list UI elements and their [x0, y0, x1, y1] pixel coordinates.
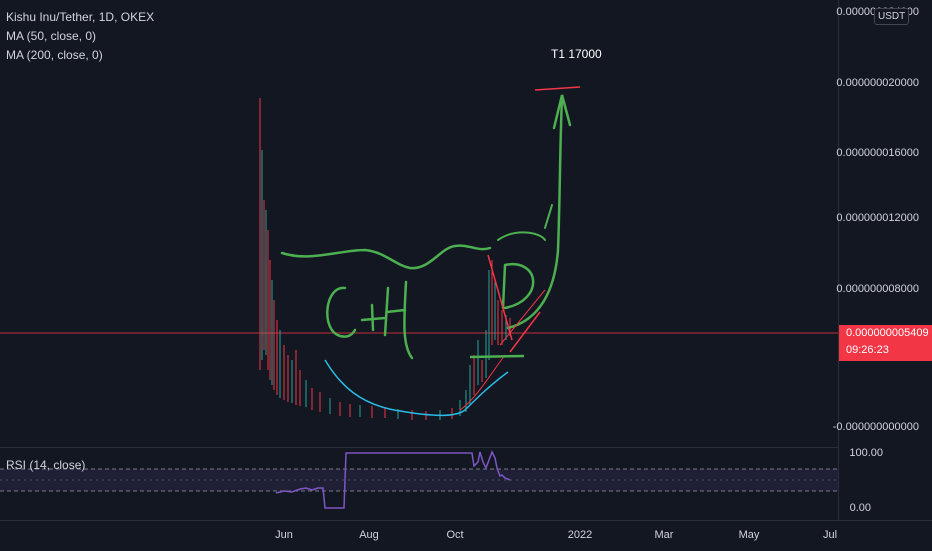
ma200-legend[interactable]: MA (200, close, 0): [6, 48, 103, 62]
rsi-line: [275, 450, 511, 509]
time-axis[interactable]: Jun Aug Oct 2022 Mar May Jul: [0, 520, 932, 551]
time-tick: Mar: [654, 529, 674, 541]
target-line: [534, 86, 581, 91]
bar-countdown: 09:26:23: [846, 344, 889, 356]
chart-legend: Kishu Inu/Tether, 1D, OKEX MA (50, close…: [6, 8, 154, 65]
handle-line-drawing: [280, 244, 492, 270]
letter-h-drawing: [383, 280, 414, 360]
price-tick: 0.000000012000: [836, 212, 919, 224]
letter-d-drawing: [501, 262, 535, 310]
price-axis[interactable]: 0.000000024000 0.000000020000 0.00000001…: [833, 0, 932, 447]
rsi-axis[interactable]: 100.00 0.00: [838, 447, 932, 520]
last-price-value: 0.000000005409: [846, 327, 929, 339]
rsi-tick: 100.00: [849, 447, 883, 459]
time-tick: Jul: [822, 529, 838, 541]
breakout-line: [469, 354, 525, 359]
arc-drawing: [497, 231, 546, 241]
trendline-red-2: [509, 311, 541, 353]
time-tick: May: [738, 529, 760, 541]
rsi-legend[interactable]: RSI (14, close): [6, 458, 86, 472]
ma50-line: [459, 354, 506, 411]
candles: [259, 98, 511, 420]
plus-drawing: [360, 303, 387, 332]
arrow-head-drawing: [552, 94, 572, 130]
last-price-label: 0.000000005409 09:26:23: [839, 325, 932, 361]
price-chart[interactable]: [0, 0, 838, 447]
ma200-line: [324, 359, 509, 417]
target-annotation[interactable]: T1 17000: [551, 47, 602, 61]
price-tick: 0.000000016000: [836, 147, 919, 159]
time-tick: Jun: [275, 529, 293, 541]
side-stroke-drawing: [544, 204, 553, 229]
rsi-tick: 0.00: [849, 502, 871, 514]
price-tick: -0.000000000000: [832, 421, 919, 433]
price-tick: 0.000000008000: [836, 283, 919, 295]
time-tick: Aug: [359, 529, 379, 541]
rsi-pane[interactable]: [0, 448, 838, 520]
target-arrow-drawing: [506, 96, 564, 330]
time-tick: 2022: [567, 529, 593, 541]
symbol-title[interactable]: Kishu Inu/Tether, 1D, OKEX: [6, 10, 155, 24]
trendline-red: [487, 254, 513, 341]
price-tick: 0.000000020000: [836, 77, 919, 89]
trendline-red-3: [499, 289, 546, 346]
ma50-legend[interactable]: MA (50, close, 0): [6, 29, 97, 43]
currency-unit-badge[interactable]: USDT: [874, 8, 910, 25]
pane-divider[interactable]: [0, 447, 838, 448]
time-tick: Oct: [446, 529, 464, 541]
letter-c-drawing: [326, 286, 357, 338]
